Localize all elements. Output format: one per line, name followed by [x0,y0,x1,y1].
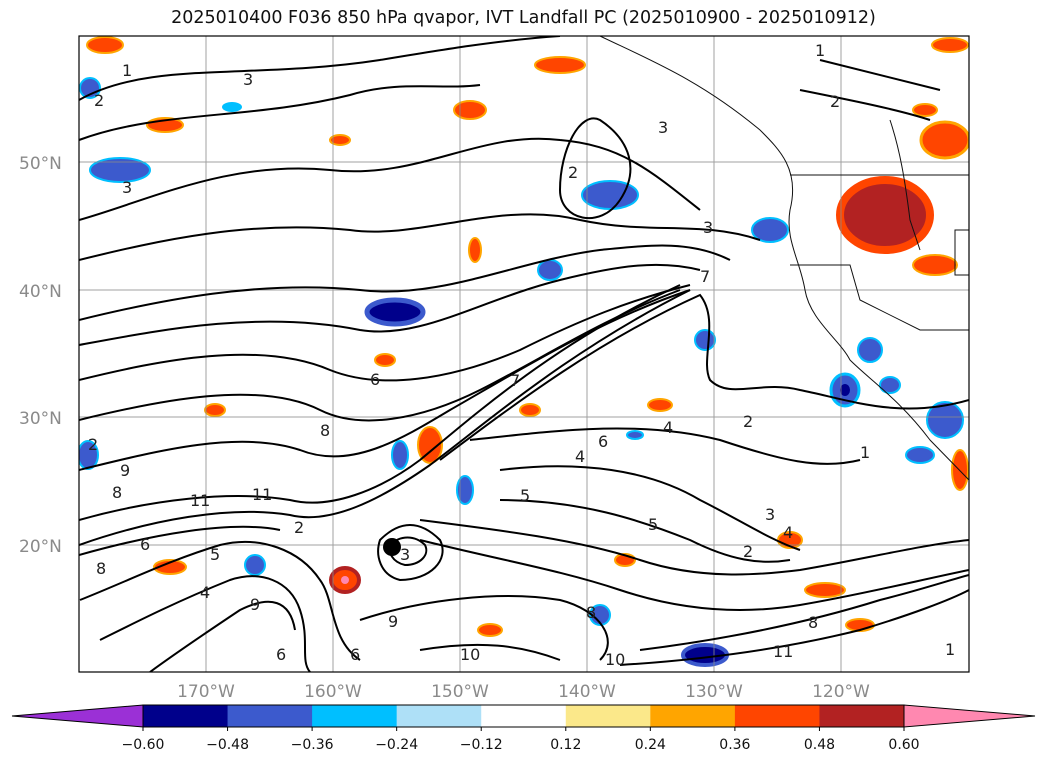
lat-label-30n: 30°N [19,409,62,429]
contour-label: 8 [808,613,818,632]
colorbar-tick-label: −0.60 [122,737,165,753]
contour-label: 6 [598,432,608,451]
contour-label: 2 [830,92,840,111]
contour-label: 1 [945,640,955,659]
contour-label: 3 [243,70,253,89]
colorbar-extend-low [11,704,144,728]
contour-label: 7 [510,371,520,390]
contour-label: 5 [648,515,658,534]
colorbar-segment [565,705,651,727]
contour-label: 4 [575,447,585,466]
contour-label: 8 [96,559,106,578]
contour-label: 2 [294,518,304,537]
colorbar-tick-label: −0.24 [375,737,418,753]
contour-label: 6 [276,645,286,664]
colorbar: −0.60 −0.48 −0.36 −0.24 −0.12 0.12 0.24 0.36 0.4… [11,704,1036,753]
contour-label: 8 [320,421,330,440]
contour-label: 1 [860,443,870,462]
contour-label: 3 [122,178,132,197]
lon-label-120w: 120°W [812,682,870,702]
contour-label: 4 [200,583,210,602]
lat-label-20n: 20°N [19,537,62,557]
colorbar-outline [142,704,905,728]
contour-label: 6 [370,370,380,389]
contour-label: 7 [700,267,710,286]
latitude-labels: 50°N 40°N 30°N 20°N [19,154,62,557]
contour-label: 8 [112,483,122,502]
colorbar-segment [819,705,905,727]
contour-label: 5 [520,486,530,505]
contour-labels: 1 3 2 3 2 3 2 3 1 2 7 6 7 8 9 11 11 6 8 … [88,41,955,669]
longitude-labels: 170°W 160°W 150°W 140°W 130°W 120°W [177,682,870,702]
colorbar-segment [143,705,229,727]
lat-label-40n: 40°N [19,282,62,302]
colorbar-segment [312,705,398,727]
map-frame [78,35,970,673]
colorbar-tick-label: 0.12 [550,737,581,753]
contour-label: 1 [815,41,825,60]
contour-label: 5 [210,545,220,564]
contour-label: 6 [140,535,150,554]
lat-label-50n: 50°N [19,154,62,174]
max-point-marker [383,538,401,556]
lon-label-130w: 130°W [685,682,743,702]
contour-label: 11 [190,491,210,510]
contour-label: 2 [743,412,753,431]
contour-label: 6 [350,645,360,664]
colorbar-tick-label: −0.36 [291,737,334,753]
contour-label: 10 [605,650,625,669]
contour-label: 2 [568,163,578,182]
colorbar-tick-label: 0.48 [804,737,835,753]
colorbar-segment [396,705,482,727]
contour-label: 11 [773,642,793,661]
contour-label: 9 [250,595,260,614]
graticule [79,36,969,672]
contour-label: 8 [586,603,596,622]
colorbar-tick-label: −0.48 [206,737,249,753]
colorbar-segment [481,705,567,727]
contour-label: 3 [765,505,775,524]
contour-label: 9 [388,612,398,631]
colorbar-tick-label: 0.36 [719,737,750,753]
contour-label: 1 [122,61,132,80]
map-title: 2025010400 F036 850 hPa qvapor, IVT Land… [171,8,876,28]
contour-label: 10 [460,645,480,664]
map-background [79,36,969,672]
coastlines [599,36,969,481]
colorbar-tick-label: −0.12 [460,737,503,753]
lon-label-170w: 170°W [177,682,235,702]
colorbar-segment [734,705,820,727]
contour-label: 3 [400,545,410,564]
colorbar-tick-label: 0.24 [635,737,666,753]
colorbar-extend-high [903,704,1036,728]
colorbar-segment [227,705,313,727]
contour-label: 2 [743,542,753,561]
colorbar-tick-label: 0.60 [888,737,919,753]
lon-label-160w: 160°W [304,682,362,702]
ivt-contours [79,36,969,672]
contour-label: 11 [252,485,272,504]
contour-label: 2 [94,91,104,110]
contour-label: 2 [88,435,98,454]
contour-label: 3 [703,218,713,237]
contour-label: 9 [120,461,130,480]
contour-label: 4 [663,418,673,437]
lon-label-140w: 140°W [558,682,616,702]
contour-label: 3 [658,118,668,137]
colorbar-segment [650,705,736,727]
lon-label-150w: 150°W [431,682,489,702]
contour-label: 4 [783,523,793,542]
